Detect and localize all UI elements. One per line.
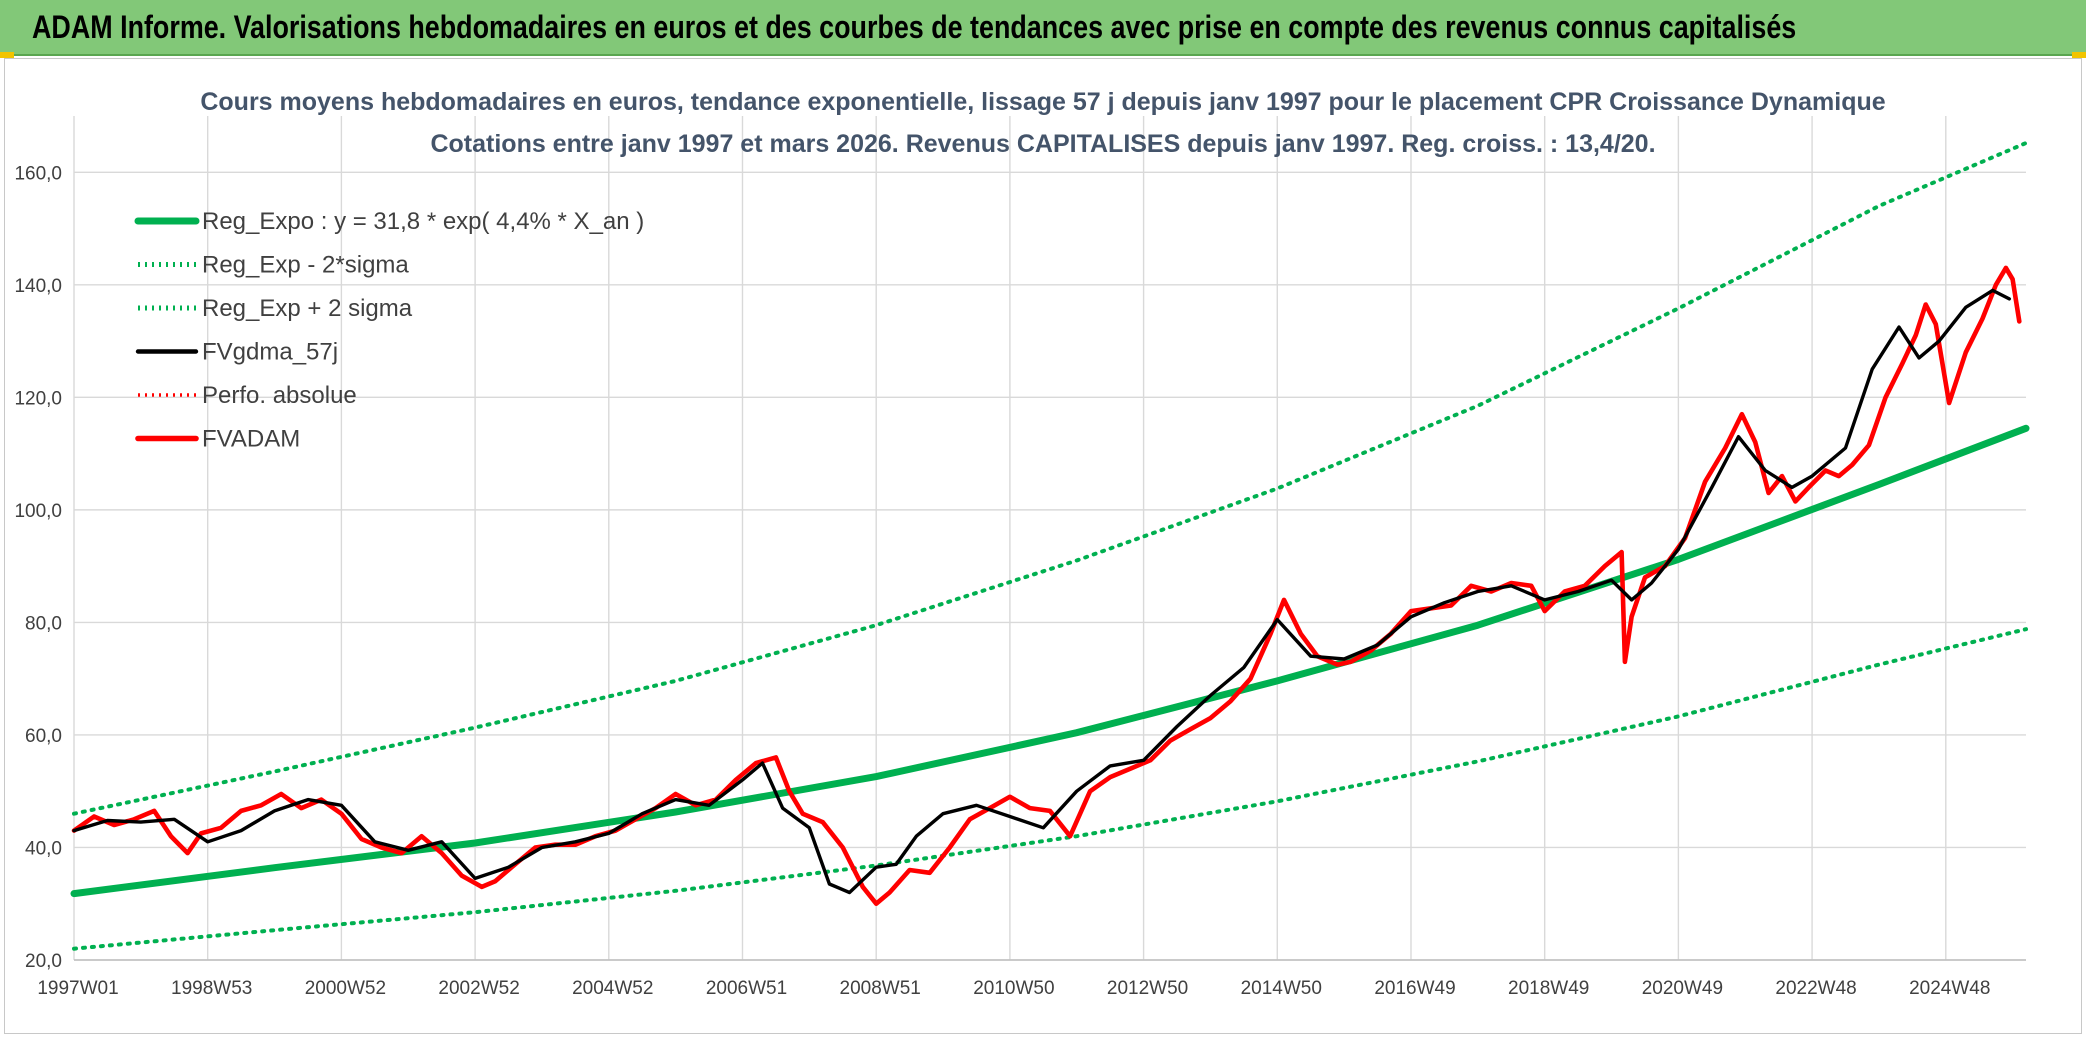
x-tick-label: 1997W01 xyxy=(37,978,118,999)
corner-mark-left xyxy=(0,52,14,58)
trend-line xyxy=(70,424,2030,898)
y-tick-label: 20,0 xyxy=(25,951,62,972)
x-tick-label: 2010W50 xyxy=(973,978,1054,999)
report-title: ADAM Informe. Valorisations hebdomadaire… xyxy=(32,9,1797,45)
upper-band-line xyxy=(72,141,2028,816)
x-axis: 1997W01 1998W53 2000W52 2002W52 2004W52 2006W… xyxy=(37,959,2026,999)
x-tick-label: 2006W51 xyxy=(706,978,787,999)
report-banner: ADAM Informe. Valorisations hebdomadaire… xyxy=(0,0,2086,56)
x-tick-label: 1998W53 xyxy=(171,978,252,999)
legend-label: Reg_Exp - 2*sigma xyxy=(202,252,409,279)
x-tick-label: 2024W48 xyxy=(1909,978,1990,999)
x-tick-label: 2004W52 xyxy=(572,978,653,999)
y-axis: 20,0 40,0 60,0 80,0 100,0 120,0 140,0 160,0 xyxy=(14,163,62,972)
x-tick-label: 2012W50 xyxy=(1107,978,1188,999)
x-tick-label: 2002W52 xyxy=(438,978,519,999)
legend-label: Reg_Expo : y = 31,8 * exp( 4,4% * X_an ) xyxy=(202,208,644,235)
grid xyxy=(73,116,2026,961)
chart-frame xyxy=(4,58,2082,1034)
x-tick-label: 2008W51 xyxy=(840,978,921,999)
legend: Reg_Expo : y = 31,8 * exp( 4,4% * X_an )… xyxy=(134,208,644,453)
x-tick-label: 2022W48 xyxy=(1775,978,1856,999)
corner-mark-right xyxy=(2072,52,2086,58)
lower-band-line xyxy=(72,627,2028,951)
x-tick-label: 2016W49 xyxy=(1374,978,1455,999)
y-tick-label: 40,0 xyxy=(25,838,62,859)
chart-subtitle: Cotations entre janv 1997 et mars 2026. … xyxy=(430,130,1655,158)
legend-label: FVgdma_57j xyxy=(202,339,338,366)
legend-label: Reg_Exp + 2 sigma xyxy=(202,295,413,322)
y-tick-label: 120,0 xyxy=(14,388,62,409)
legend-label: FVADAM xyxy=(202,426,300,453)
y-tick-label: 100,0 xyxy=(14,501,62,522)
gdma-line xyxy=(72,288,2011,895)
y-tick-label: 60,0 xyxy=(25,726,62,747)
x-tick-label: 2018W49 xyxy=(1508,978,1589,999)
chart-title: Cours moyens hebdomadaires en euros, ten… xyxy=(200,88,1885,116)
x-tick-label: 2000W52 xyxy=(305,978,386,999)
legend-label: Perfo. absolue xyxy=(202,382,357,409)
fvadam-line xyxy=(71,265,2022,906)
series-layer xyxy=(70,141,2030,951)
y-tick-label: 160,0 xyxy=(14,163,62,184)
x-tick-label: 2014W50 xyxy=(1241,978,1322,999)
y-tick-label: 80,0 xyxy=(25,613,62,634)
x-tick-label: 2020W49 xyxy=(1642,978,1723,999)
y-tick-label: 140,0 xyxy=(14,276,62,297)
